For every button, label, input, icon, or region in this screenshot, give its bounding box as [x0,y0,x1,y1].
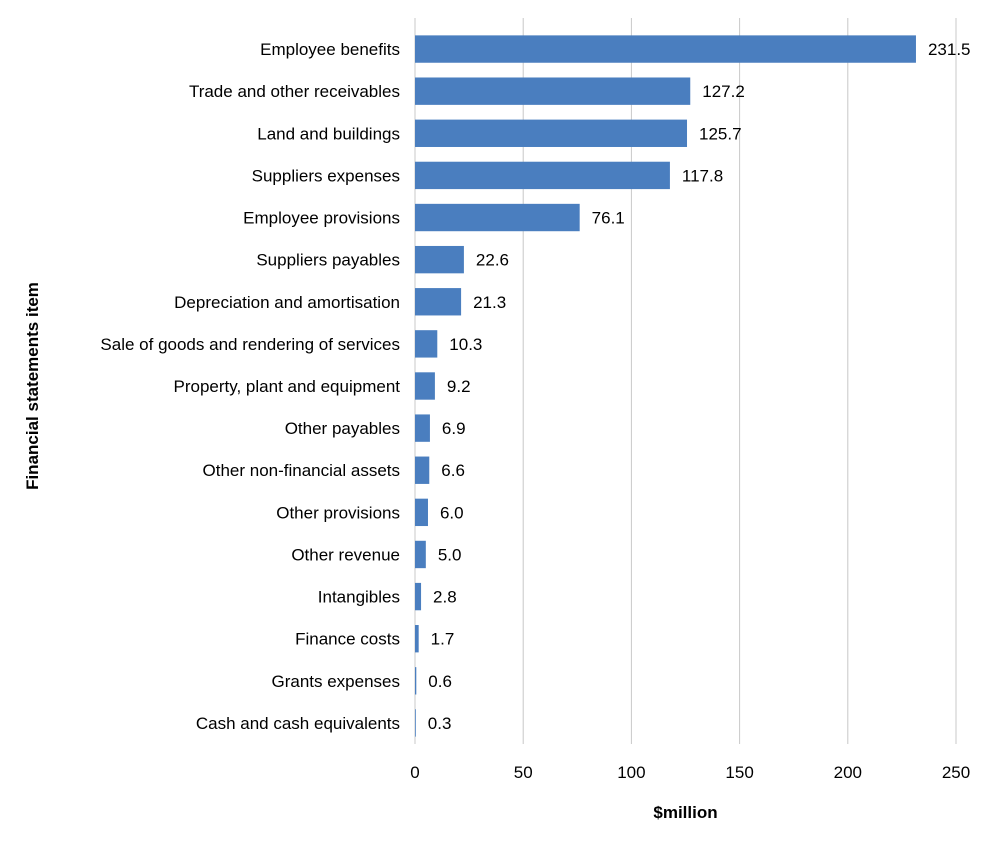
x-tick-label: 150 [725,763,753,782]
bar [415,330,438,358]
category-label: Other payables [285,419,400,438]
value-label: 5.0 [438,545,462,564]
bars [415,35,916,737]
value-label: 10.3 [449,335,482,354]
bar [415,582,422,611]
category-label: Other provisions [276,503,400,522]
category-labels: Employee benefits Trade and other receiva… [100,40,400,733]
bar [415,709,416,737]
bar [415,203,580,232]
category-label: Intangibles [318,588,400,607]
category-label: Depreciation and amortisation [174,293,400,312]
value-label: 125.7 [699,124,742,143]
x-axis-title: $million [653,803,717,822]
x-tick-label: 0 [410,763,419,782]
bar [415,288,462,316]
value-label: 6.9 [442,419,466,438]
value-label: 9.2 [447,377,471,396]
category-label: Employee provisions [243,209,400,228]
bar [415,245,464,274]
category-label: Land and buildings [257,124,400,143]
bar [415,161,670,190]
value-label: 0.6 [428,672,452,691]
value-label: 0.3 [428,714,452,733]
value-label: 76.1 [592,209,625,228]
value-labels: 231.5 127.2 125.7 117.8 76.1 22.6 21.3 10.3 9.2 6… [428,40,971,733]
bar [415,625,419,653]
bar [415,498,428,527]
value-label: 6.0 [440,503,464,522]
category-label: Cash and cash equivalents [196,714,400,733]
value-label: 231.5 [928,40,971,59]
bar [415,372,435,400]
x-tick-label: 100 [617,763,645,782]
category-label: Employee benefits [260,40,400,59]
bar [415,35,916,63]
x-tick-labels: 0 50 100 150 200 250 [410,763,970,782]
category-label: Trade and other receivables [189,82,400,101]
category-label: Property, plant and equipment [174,377,401,396]
category-label: Other revenue [291,545,400,564]
category-label: Finance costs [295,630,400,649]
x-tick-label: 250 [942,763,970,782]
bar [415,667,417,695]
value-label: 1.7 [431,630,455,649]
value-label: 6.6 [441,461,465,480]
category-label: Suppliers expenses [252,166,400,185]
category-label: Other non-financial assets [203,461,401,480]
value-label: 117.8 [682,166,723,185]
category-label: Sale of goods and rendering of services [100,335,400,354]
x-tick-label: 200 [834,763,862,782]
value-label: 2.8 [433,588,457,607]
x-tick-label: 50 [514,763,533,782]
value-label: 22.6 [476,251,509,270]
category-label: Grants expenses [271,672,400,691]
bar [415,119,688,147]
bar [415,540,426,569]
bar [415,456,430,484]
bar [415,77,691,105]
value-label: 21.3 [473,293,506,312]
value-label: 127.2 [702,82,745,101]
y-axis-title: Financial statements item [23,282,42,490]
category-label: Suppliers payables [256,251,400,270]
bar [415,414,430,442]
